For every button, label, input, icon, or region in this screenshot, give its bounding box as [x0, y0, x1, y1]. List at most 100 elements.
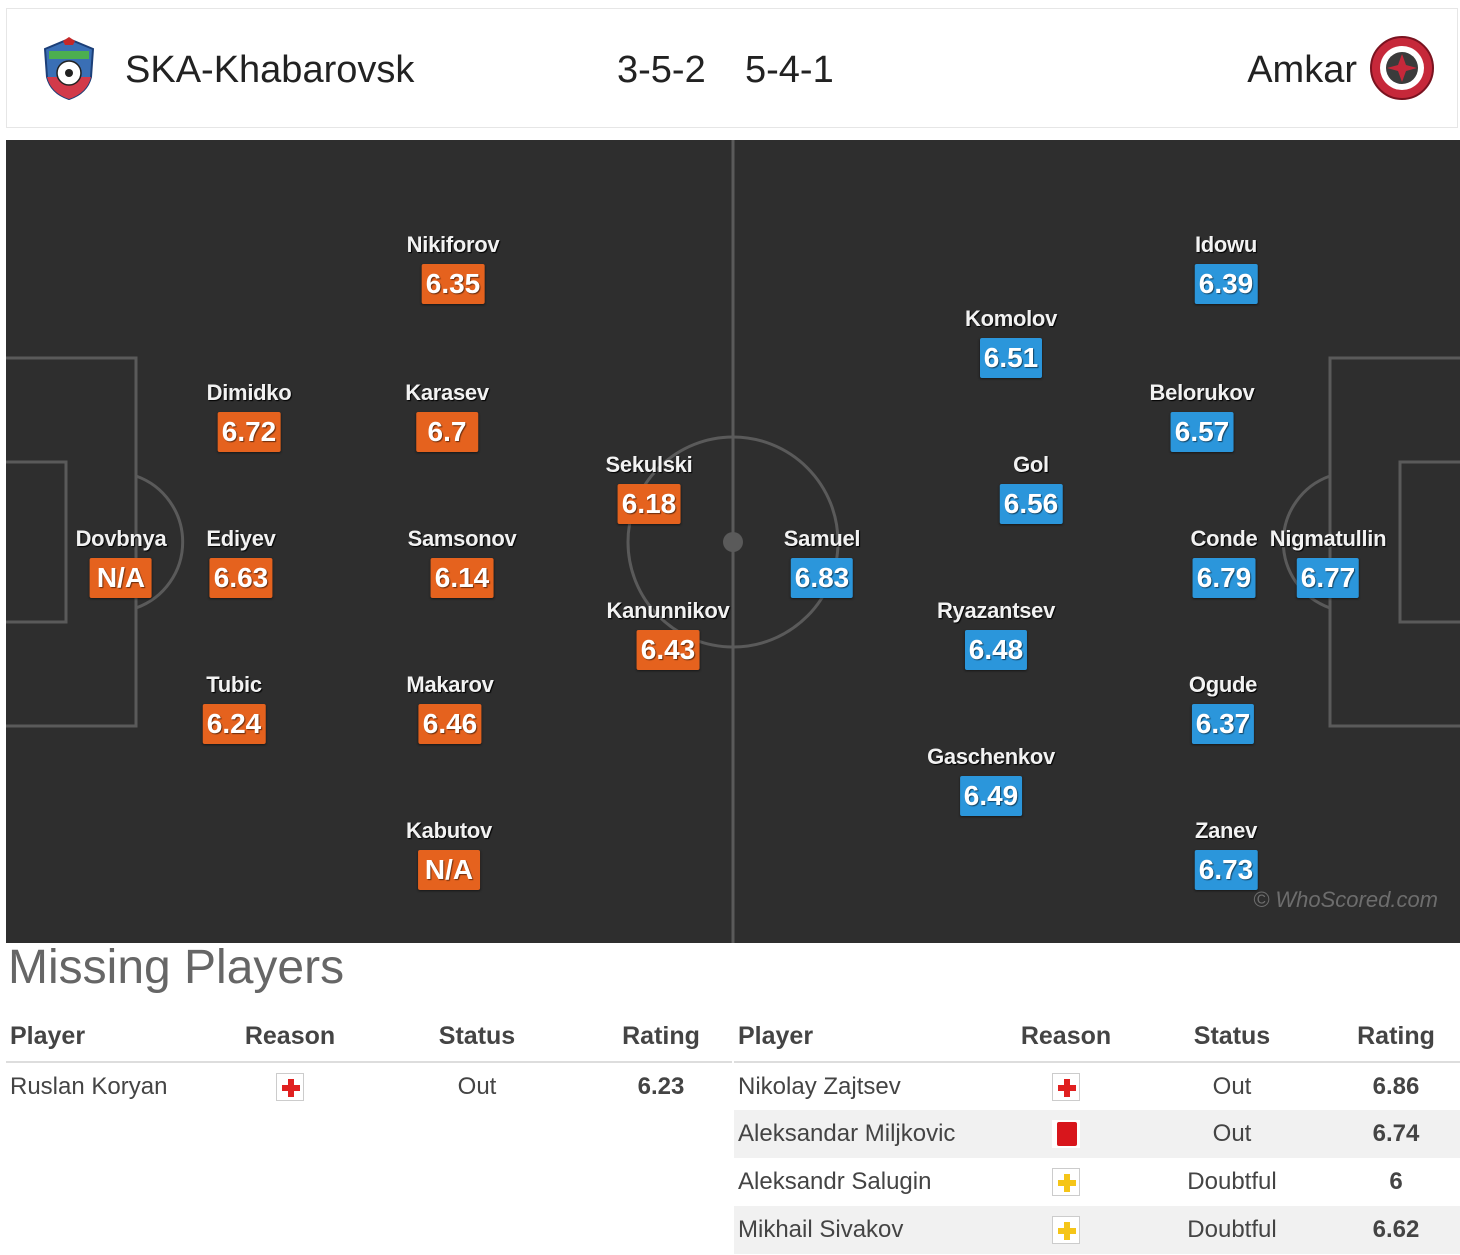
home-team-name[interactable]: SKA-Khabarovsk — [125, 49, 415, 91]
player-card[interactable]: Kabutov N/A — [406, 818, 492, 890]
player-rating: 6.7 — [416, 412, 478, 452]
missing-reason — [1000, 1110, 1132, 1158]
player-card[interactable]: Karasev 6.7 — [405, 380, 489, 452]
player-card[interactable]: Samsonov 6.14 — [408, 526, 517, 598]
missing-player-name[interactable]: Aleksandr Salugin — [738, 1168, 932, 1195]
table-row: Aleksandr Salugin Doubtful 6 — [734, 1158, 1460, 1206]
table-row: Nikolay Zajtsev Out 6.86 — [734, 1062, 1460, 1110]
column-header-rating[interactable]: Rating — [590, 1012, 732, 1063]
player-name: Ogude — [1188, 672, 1258, 697]
missing-status: Out — [457, 1072, 497, 1100]
player-card[interactable]: Dovbnya N/A — [76, 526, 167, 598]
table-header-row: Player Reason Status Rating — [734, 1012, 1460, 1063]
player-rating: 6.56 — [999, 484, 1063, 524]
player-card[interactable]: Kanunnikov 6.43 — [607, 598, 730, 670]
player-rating: 6.14 — [430, 558, 494, 598]
player-rating: 6.83 — [790, 558, 854, 598]
player-name: Makarov — [406, 672, 494, 697]
player-name: Gaschenkov — [927, 744, 1055, 769]
home-formation: 3-5-2 — [617, 49, 706, 91]
player-name: Sekulski — [605, 452, 693, 477]
player-rating: N/A — [418, 850, 480, 890]
away-formation: 5-4-1 — [745, 49, 834, 91]
player-rating: 6.77 — [1296, 558, 1360, 598]
player-card[interactable]: Dimidko 6.72 — [207, 380, 292, 452]
player-rating: N/A — [90, 558, 152, 598]
away-missing-table: Player Reason Status Rating Nikolay Zajt… — [734, 1012, 1460, 1254]
player-name: Nigmatullin — [1269, 526, 1387, 551]
column-header-status[interactable]: Status — [364, 1012, 590, 1063]
player-name: Kanunnikov — [606, 598, 730, 623]
doubtful-icon — [1052, 1168, 1080, 1197]
player-name: Komolov — [964, 306, 1058, 331]
player-name: Samsonov — [407, 526, 517, 551]
player-card[interactable]: Makarov 6.46 — [406, 672, 494, 744]
table-row: Ruslan Koryan Out 6.23 — [6, 1062, 732, 1110]
column-header-player[interactable]: Player — [734, 1012, 1000, 1063]
column-header-rating[interactable]: Rating — [1332, 1012, 1460, 1063]
missing-reason — [1000, 1062, 1132, 1110]
player-name: Dovbnya — [75, 526, 167, 551]
player-card[interactable]: Tubic 6.24 — [202, 672, 266, 744]
player-card[interactable]: Conde 6.79 — [1191, 526, 1258, 598]
player-card[interactable]: Ediyev 6.63 — [206, 526, 276, 598]
missing-rating: 6.62 — [1332, 1206, 1460, 1254]
watermark: © WhoScored.com — [1253, 887, 1438, 912]
player-card[interactable]: Komolov 6.51 — [965, 306, 1057, 378]
player-name: Belorukov — [1149, 380, 1255, 405]
player-card[interactable]: Gaschenkov 6.49 — [927, 744, 1055, 816]
red-card-icon — [1052, 1120, 1080, 1149]
player-rating: 6.39 — [1194, 264, 1258, 304]
player-card[interactable]: Sekulski 6.18 — [606, 452, 693, 524]
player-rating: 6.37 — [1191, 704, 1255, 744]
player-name: Kabutov — [406, 818, 492, 843]
missing-reason — [216, 1062, 364, 1110]
player-name: Ediyev — [206, 526, 276, 551]
player-card[interactable]: Idowu 6.39 — [1194, 232, 1258, 304]
player-card[interactable]: Gol 6.56 — [999, 452, 1063, 524]
player-card[interactable]: Ogude 6.37 — [1189, 672, 1257, 744]
column-header-reason[interactable]: Reason — [216, 1012, 364, 1063]
missing-player-name[interactable]: Mikhail Sivakov — [734, 1206, 1000, 1254]
player-card[interactable]: Samuel 6.83 — [784, 526, 861, 598]
away-team-name[interactable]: Amkar — [1247, 49, 1357, 91]
player-rating: 6.63 — [209, 558, 273, 598]
missing-rating: 6 — [1389, 1168, 1403, 1195]
column-header-player[interactable]: Player — [6, 1012, 216, 1063]
injury-icon — [1052, 1072, 1080, 1101]
amkar-crest-icon[interactable] — [1369, 35, 1435, 101]
match-header: SKA-Khabarovsk 3-5-2 5-4-1 Amkar — [6, 8, 1458, 128]
doubtful-icon — [1052, 1216, 1080, 1245]
player-rating: 6.18 — [617, 484, 681, 524]
column-header-status[interactable]: Status — [1132, 1012, 1332, 1063]
player-rating: 6.57 — [1170, 412, 1234, 452]
player-card[interactable]: Belorukov 6.57 — [1150, 380, 1255, 452]
player-card[interactable]: Nikiforov 6.35 — [407, 232, 500, 304]
player-name: Karasev — [405, 380, 489, 405]
player-rating: 6.24 — [202, 704, 266, 744]
missing-status: Doubtful — [1132, 1206, 1332, 1254]
missing-players-title: Missing Players — [8, 941, 345, 994]
player-rating: 6.79 — [1192, 558, 1256, 598]
missing-player-name[interactable]: Ruslan Koryan — [10, 1072, 168, 1100]
column-header-reason[interactable]: Reason — [1000, 1012, 1132, 1063]
player-card[interactable]: Nigmatullin 6.77 — [1269, 526, 1387, 598]
player-card[interactable]: Zanev 6.73 — [1194, 818, 1258, 890]
player-name: Nikiforov — [406, 232, 500, 257]
player-rating: 6.43 — [636, 630, 700, 670]
player-rating: 6.46 — [418, 704, 482, 744]
missing-status: Out — [1212, 1072, 1252, 1100]
missing-reason — [1000, 1158, 1132, 1206]
missing-rating: 6.23 — [637, 1072, 685, 1100]
missing-rating: 6.74 — [1332, 1110, 1460, 1158]
missing-status: Doubtful — [1187, 1168, 1277, 1195]
missing-status: Out — [1132, 1110, 1332, 1158]
missing-player-name[interactable]: Nikolay Zajtsev — [738, 1072, 901, 1100]
player-name: Zanev — [1194, 818, 1258, 843]
player-name: Idowu — [1194, 232, 1258, 257]
player-name: Gol — [1013, 452, 1049, 477]
missing-player-name[interactable]: Aleksandar Miljkovic — [734, 1110, 1000, 1158]
ska-khabarovsk-crest-icon[interactable] — [41, 37, 97, 101]
player-card[interactable]: Ryazantsev 6.48 — [937, 598, 1055, 670]
player-name: Tubic — [206, 672, 262, 697]
